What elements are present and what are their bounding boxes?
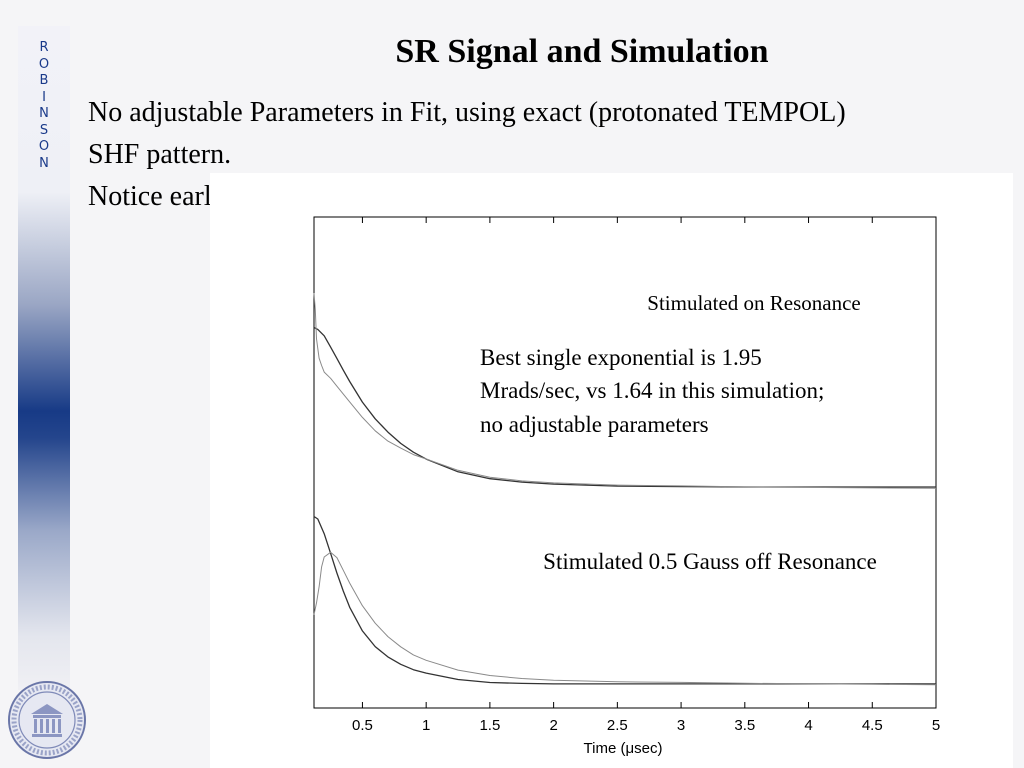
sidebar-letters: R O B I N S O N <box>18 40 70 172</box>
sidebar-letter: O <box>38 139 50 154</box>
sidebar-letter: B <box>39 73 49 88</box>
line-chart: 0.5 1 1.5 2 2.5 3 3.5 4 4.5 5 Time (μsec) Stimula… <box>313 216 940 757</box>
x-tick-label: 2 <box>549 717 557 734</box>
x-tick-label: 2.5 <box>607 717 628 734</box>
sidebar-banner: R O B I N S O N <box>18 26 70 690</box>
plot-frame <box>313 216 937 709</box>
x-axis-label: Time (μsec) <box>584 740 663 757</box>
x-tick-label: 3 <box>677 717 685 734</box>
x-axis: 0.5 1 1.5 2 2.5 3 3.5 4 4.5 5 <box>352 217 940 734</box>
body-paragraph: No adjustable Parameters in Fit, using e… <box>88 97 846 170</box>
x-tick-label: 5 <box>932 717 940 734</box>
sidebar-letter: N <box>39 155 49 171</box>
sidebar-letter: O <box>38 56 50 72</box>
sidebar-letter: S <box>39 122 49 138</box>
x-tick-label: 3.5 <box>734 717 755 734</box>
annotation-best-exponential: Best single exponential is 1.95 <box>480 345 762 370</box>
sidebar-letter: N <box>39 106 49 121</box>
sidebar-letter: R <box>39 40 49 55</box>
annotation-on-resonance: Stimulated on Resonance <box>647 291 860 315</box>
annotation-no-parameters: no adjustable parameters <box>480 412 709 437</box>
plot-panel: 0.5 1 1.5 2 2.5 3 3.5 4 4.5 5 Time (μsec) Stimula… <box>210 173 1013 768</box>
x-tick-label: 1.5 <box>479 717 500 734</box>
sidebar-letter: I <box>42 89 46 105</box>
x-tick-label: 4 <box>804 717 812 734</box>
x-tick-label: 4.5 <box>862 717 883 734</box>
annotation-off-resonance: Stimulated 0.5 Gauss off Resonance <box>543 549 877 574</box>
series-line-2 <box>313 293 937 489</box>
annotation-simulation-rate: Mrads/sec, vs 1.64 in this simulation; <box>480 378 824 403</box>
series-layer <box>313 293 937 686</box>
university-seal-icon <box>8 681 86 759</box>
series-line-4 <box>313 551 937 686</box>
series-line-3 <box>313 515 936 685</box>
slide-title: SR Signal and Simulation <box>395 33 769 70</box>
x-tick-label: 0.5 <box>352 717 373 734</box>
x-tick-label: 1 <box>422 717 430 734</box>
